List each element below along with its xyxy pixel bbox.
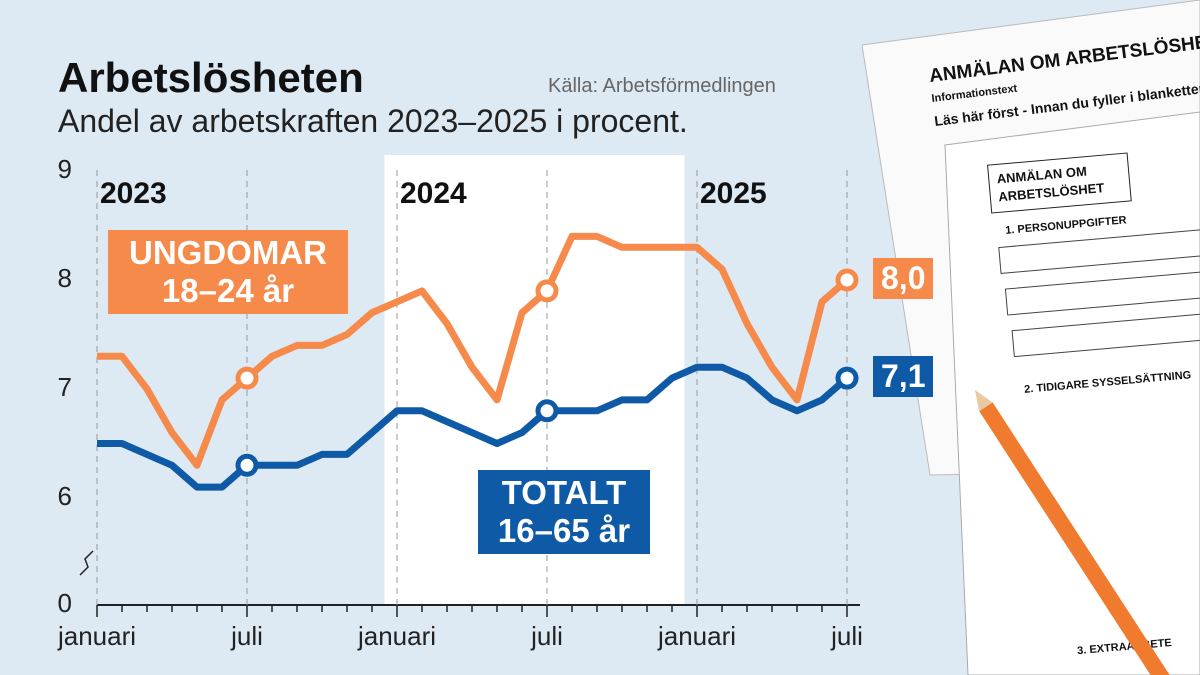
y-tick-label: 0 (58, 588, 72, 618)
front-paper (944, 111, 1200, 675)
x-tick-label: juli (530, 621, 563, 651)
pencil-body (979, 402, 1173, 675)
point-marker (835, 366, 859, 390)
subtitle: Andel av arbetskraften 2023–2025 i proce… (58, 103, 688, 139)
pencil (975, 390, 1173, 675)
pencil-tip (975, 390, 993, 412)
y-tick-label: 6 (58, 481, 72, 511)
year-label: 2024 (400, 177, 467, 210)
year-label: 2025 (700, 177, 767, 210)
end-label: 8,0 (873, 258, 934, 299)
y-tick-label: 7 (58, 372, 72, 402)
end-label: 7,1 (873, 356, 934, 398)
x-tick-label: januari (657, 621, 736, 651)
doc-box (987, 152, 1132, 214)
x-tick-label: januari (357, 621, 436, 651)
point-marker (235, 453, 259, 477)
series-line (97, 363, 850, 491)
y-tick-label: 9 (58, 154, 72, 184)
point-marker (535, 399, 559, 423)
x-tick-label: juli (830, 621, 863, 651)
chart-title: Arbetslösheten (58, 54, 364, 101)
x-tick-label: juli (230, 621, 263, 651)
y-tick-label: 8 (58, 263, 72, 293)
legend-entry: UNGDOMAR 18–24 år (108, 230, 348, 314)
point-marker (235, 366, 259, 390)
document-illustration: ANMÄLAN OM ARBETSLÖSHET Informationstext… (861, 0, 1200, 675)
series-line (97, 232, 850, 469)
year-label: 2023 (100, 177, 167, 210)
point-marker (535, 279, 559, 303)
doc-field (1011, 310, 1200, 358)
doc-field (998, 227, 1200, 274)
point-marker (835, 268, 859, 292)
x-tick-label: januari (57, 621, 136, 651)
legend-entry: TOTALT 16–65 år (478, 470, 650, 554)
source: Källa: Arbetsförmedlingen (548, 75, 776, 97)
doc-field (1004, 269, 1200, 316)
axis-break (79, 550, 94, 576)
